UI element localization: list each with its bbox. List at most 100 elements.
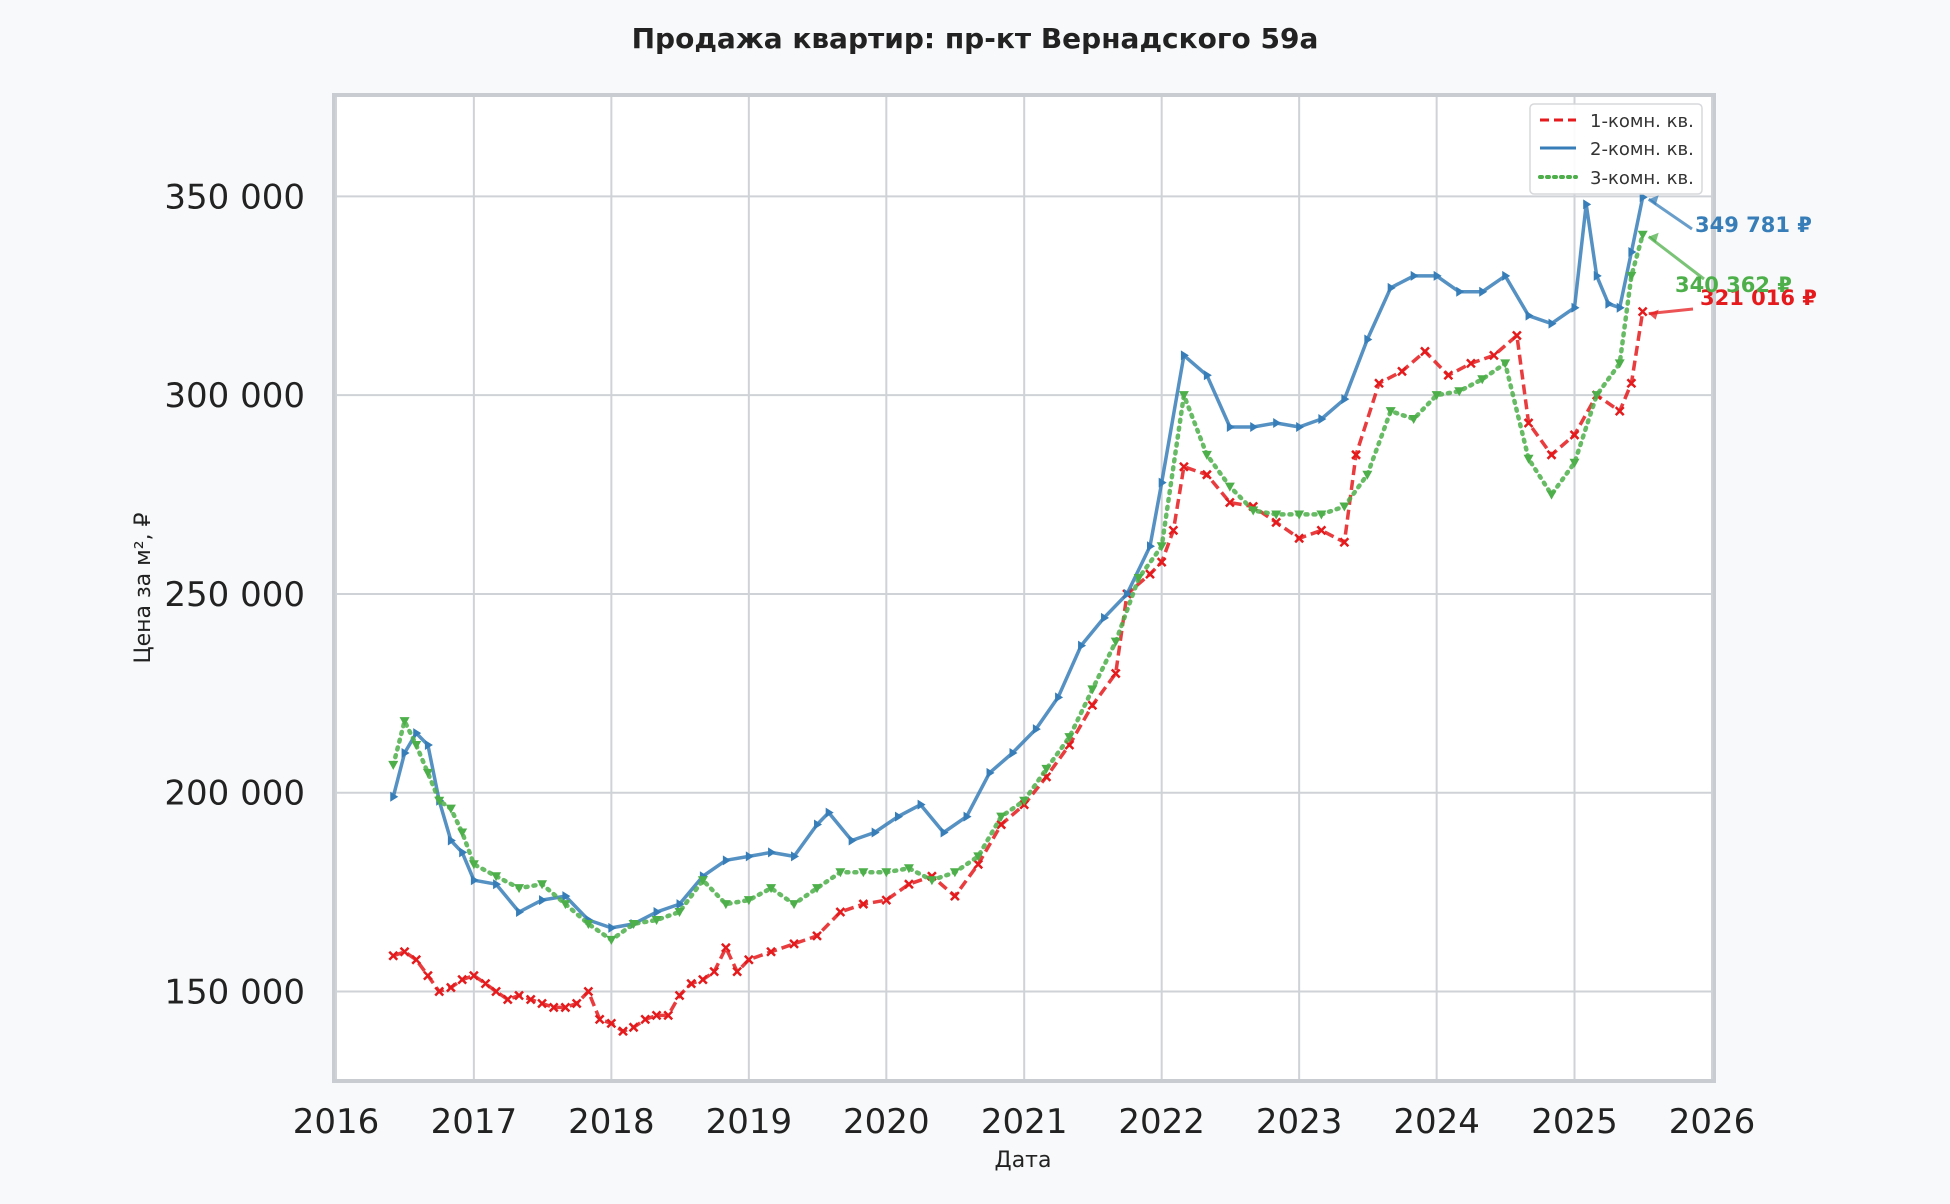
series-point: [422, 768, 433, 778]
x-tick-label: 2017: [431, 1102, 518, 1142]
legend-label-3room: 3-комн. кв.: [1590, 168, 1694, 189]
series-point: [996, 819, 1007, 830]
series-point: [926, 876, 937, 886]
series-point: [539, 895, 548, 906]
series-point: [1224, 482, 1235, 492]
tick-layer: 2016 2017 2018 2019 2020 2021 2022 2023 2024 2025…: [164, 177, 1755, 1142]
series-point: [1110, 637, 1121, 647]
x-tick-label: 2018: [568, 1102, 655, 1142]
series-point: [514, 990, 524, 1001]
series-point: [459, 847, 468, 858]
series-point: [388, 760, 399, 770]
series-point: [388, 950, 399, 961]
series-point: [766, 884, 777, 894]
series-point: [1101, 612, 1110, 623]
series-point: [491, 872, 502, 882]
legend-label-1room: 1-комн. кв.: [1590, 111, 1694, 132]
y-tick-label: 350 000: [164, 177, 305, 217]
series-point: [1124, 588, 1133, 599]
series-point: [1523, 454, 1534, 464]
series-point: [514, 884, 525, 894]
series-point: [720, 900, 731, 910]
x-tick-label: 2016: [293, 1102, 380, 1142]
series-point: [1571, 302, 1580, 313]
series-point: [1158, 477, 1167, 488]
series-point: [1374, 378, 1384, 389]
end-value-label: 349 781 ₽: [1695, 213, 1812, 237]
series-point: [1201, 469, 1212, 480]
series-point: [949, 868, 960, 878]
series-point: [1248, 506, 1259, 516]
series-point: [470, 875, 479, 886]
series-point: [468, 970, 479, 981]
series-point: [1456, 286, 1465, 297]
series-3: [388, 230, 1648, 945]
series-point: [457, 974, 468, 985]
series-point: [1339, 502, 1350, 512]
series-point: [789, 900, 800, 910]
series-point: [447, 835, 456, 846]
series-point: [1146, 541, 1155, 552]
series-point: [537, 880, 548, 890]
series-point: [663, 1010, 674, 1021]
series-point: [825, 807, 834, 818]
series-point: [963, 811, 972, 822]
series-point: [881, 868, 892, 878]
series-point: [674, 990, 685, 1001]
series-point: [1316, 510, 1327, 520]
series-point: [1250, 421, 1259, 432]
series-point: [1525, 310, 1534, 321]
y-tick-label: 200 000: [164, 774, 305, 814]
series-point: [996, 812, 1007, 822]
series-line: [391, 232, 1645, 943]
series-point: [1156, 557, 1167, 568]
series-point: [1626, 271, 1637, 281]
series-point: [835, 868, 846, 878]
series-point: [560, 900, 571, 910]
series-point: [399, 946, 410, 957]
series-point: [1351, 449, 1361, 460]
series-point: [1364, 334, 1373, 345]
series-point: [1397, 366, 1407, 377]
series-point: [628, 1022, 639, 1033]
series-point: [1639, 192, 1648, 203]
series-point: [881, 895, 892, 905]
series-point: [594, 1014, 605, 1025]
series-point: [562, 891, 571, 902]
series-point: [1466, 358, 1476, 369]
legend-label-2room: 2-комн. кв.: [1590, 139, 1694, 160]
series-point: [1294, 510, 1305, 520]
series-point: [1341, 394, 1350, 405]
series-point: [1145, 569, 1155, 579]
series-point: [709, 966, 720, 977]
series-point: [1626, 378, 1637, 389]
series-point: [835, 907, 846, 917]
series-point: [445, 804, 456, 814]
series-point: [423, 970, 433, 981]
series-point: [1454, 387, 1465, 397]
series-point: [1156, 542, 1167, 552]
series-point: [1614, 406, 1625, 416]
series-point: [516, 907, 525, 918]
series-point: [571, 998, 582, 1009]
series-point: [791, 851, 800, 862]
series-point: [1479, 286, 1488, 297]
x-axis-label: Дата: [995, 1148, 1052, 1173]
series-point: [1583, 199, 1592, 210]
series-point: [525, 994, 536, 1005]
series-point: [640, 1014, 651, 1025]
series-point: [903, 864, 914, 874]
series-point: [1591, 391, 1602, 401]
series-point: [1548, 318, 1557, 329]
series-point: [608, 922, 617, 933]
series-point: [1637, 230, 1648, 240]
series-point: [446, 982, 456, 993]
series-point: [1203, 370, 1212, 381]
series-point: [1523, 418, 1534, 428]
series-layer: [388, 192, 1648, 1037]
end-label-arrowhead: [1648, 309, 1659, 320]
series-point: [651, 1010, 662, 1021]
series-point: [1569, 430, 1580, 440]
series-point: [1087, 700, 1098, 711]
